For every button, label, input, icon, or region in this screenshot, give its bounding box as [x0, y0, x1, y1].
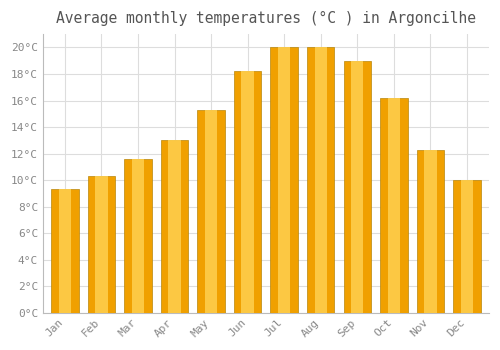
Bar [168, 140, 180, 313]
Bar [234, 71, 262, 313]
Bar [380, 98, 407, 313]
Bar [454, 180, 480, 313]
Bar [416, 149, 444, 313]
Bar [132, 159, 144, 313]
Bar [461, 180, 473, 313]
Bar [278, 48, 290, 313]
Bar [51, 189, 78, 313]
Bar [124, 159, 152, 313]
Title: Average monthly temperatures (°C ) in Argoncilhe: Average monthly temperatures (°C ) in Ar… [56, 11, 476, 26]
Bar [388, 98, 400, 313]
Bar [198, 110, 225, 313]
Bar [424, 149, 436, 313]
Bar [314, 48, 327, 313]
Bar [205, 110, 218, 313]
Bar [58, 189, 71, 313]
Bar [88, 176, 115, 313]
Bar [161, 140, 188, 313]
Bar [270, 48, 298, 313]
Bar [344, 61, 371, 313]
Bar [242, 71, 254, 313]
Bar [96, 176, 108, 313]
Bar [351, 61, 364, 313]
Bar [307, 48, 334, 313]
